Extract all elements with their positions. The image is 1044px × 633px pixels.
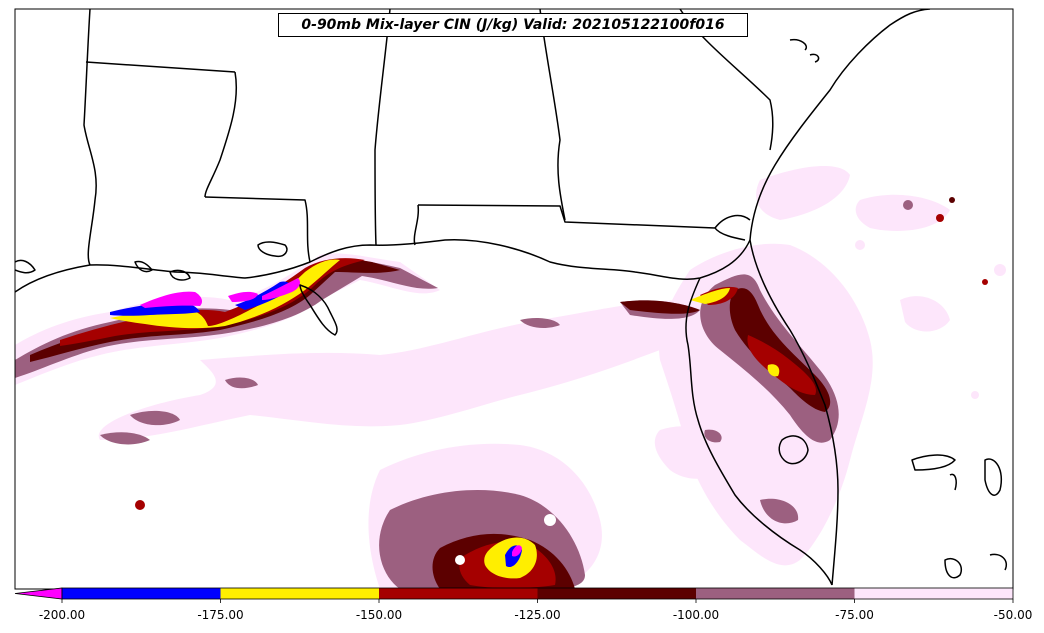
colorbar-bin bbox=[220, 588, 379, 599]
colorbar-bin bbox=[379, 588, 538, 599]
colorbar-tick-label: -150.00 bbox=[355, 608, 403, 622]
cin-scattered-cells bbox=[135, 197, 1006, 565]
colorbar-bin bbox=[696, 588, 855, 599]
colorbar-tick-label: -100.00 bbox=[672, 608, 720, 622]
colorbar-extend-min bbox=[14, 587, 63, 600]
coastlines-and-borders bbox=[15, 9, 1007, 586]
colorbar-tick-label: -175.00 bbox=[197, 608, 244, 622]
colorbar-bin bbox=[537, 588, 696, 599]
colorbar-tick-label: -200.00 bbox=[38, 608, 86, 622]
colorbar-bin bbox=[854, 588, 1013, 599]
colorbar-tick-label: -125.00 bbox=[514, 608, 561, 622]
colorbar-tick-label: -50.00 bbox=[993, 608, 1033, 622]
colorbar-tick-label: -75.00 bbox=[835, 608, 874, 622]
map-title: 0-90mb Mix-layer CIN (J/kg) Valid: 20210… bbox=[278, 13, 748, 37]
colorbar bbox=[14, 587, 1014, 603]
cin-band-magenta bbox=[140, 278, 522, 557]
colorbar-bin bbox=[62, 588, 221, 599]
